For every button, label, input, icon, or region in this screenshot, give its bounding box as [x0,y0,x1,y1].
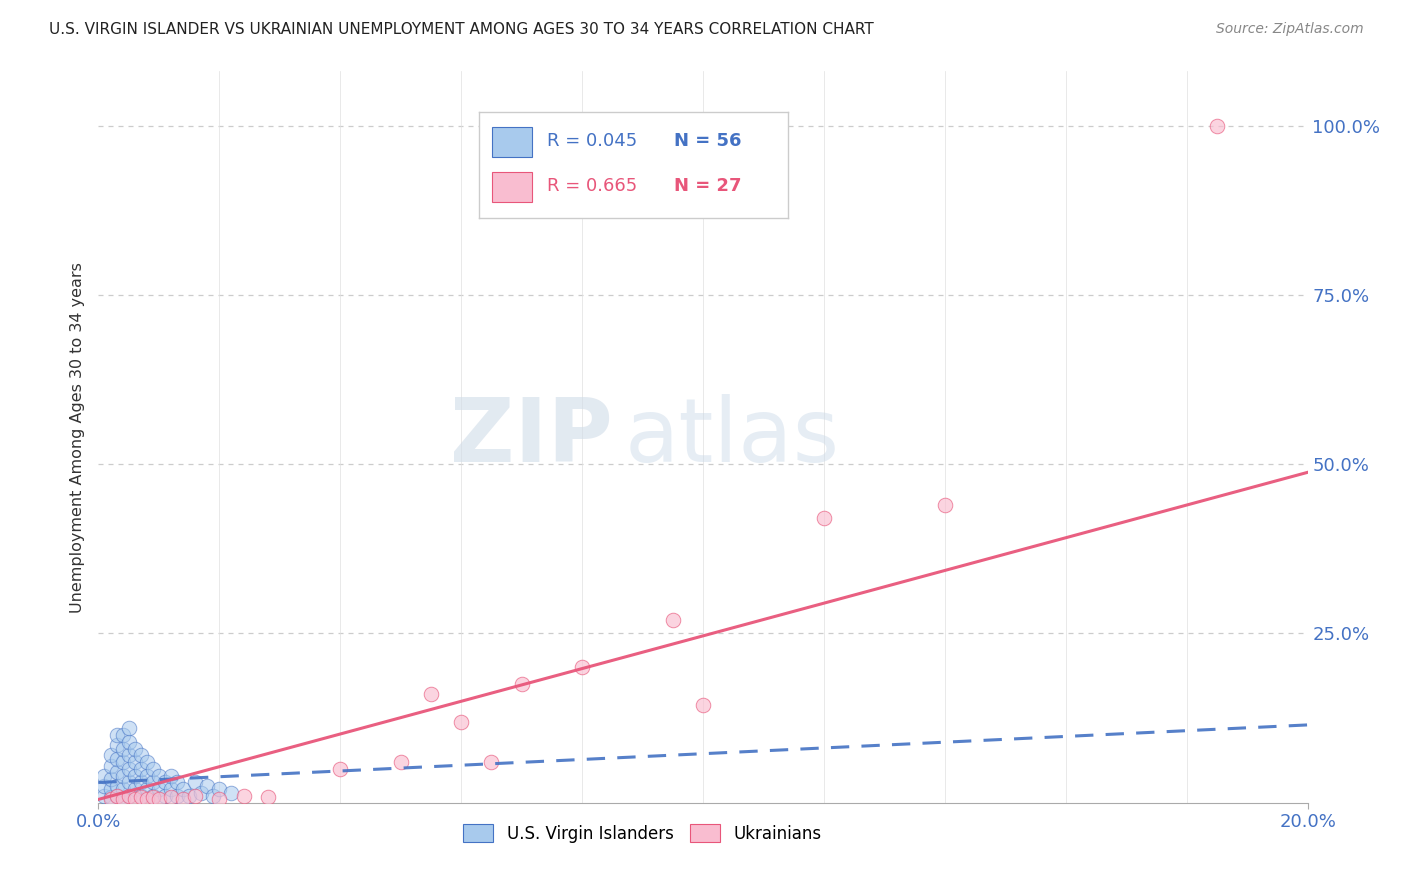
Point [190,786,212,800]
Point [481,755,503,769]
Point [100,748,122,763]
Point [111,792,134,806]
Point [118,721,141,735]
Point [195,779,218,793]
Point [100,792,122,806]
Point [124,792,146,806]
Point [105,789,128,803]
Point [135,755,157,769]
Point [111,792,134,806]
Point [389,755,412,769]
Point [118,775,141,789]
Text: ZIP: ZIP [450,393,613,481]
Point [129,789,152,803]
Point [692,698,714,712]
Text: Source: ZipAtlas.com: Source: ZipAtlas.com [1216,22,1364,37]
Text: U.S. VIRGIN ISLANDER VS UKRAINIAN UNEMPLOYMENT AMONG AGES 30 TO 34 YEARS CORRELA: U.S. VIRGIN ISLANDER VS UKRAINIAN UNEMPL… [49,22,875,37]
Point [166,789,188,803]
Point [105,789,128,803]
Point [135,792,157,806]
Point [135,782,157,797]
Point [111,741,134,756]
Point [420,688,443,702]
Text: atlas: atlas [624,393,839,481]
Point [661,613,683,627]
Point [93,779,115,793]
Point [184,775,207,789]
Point [160,790,183,805]
Point [105,765,128,780]
Point [148,769,170,783]
Point [100,772,122,786]
Point [142,775,165,789]
Point [111,728,134,742]
Point [100,782,122,797]
Point [129,748,152,763]
Point [153,775,176,789]
Point [118,748,141,763]
Y-axis label: Unemployment Among Ages 30 to 34 years: Unemployment Among Ages 30 to 34 years [69,261,84,613]
Point [221,786,243,800]
Point [232,789,254,803]
Point [329,762,352,776]
Point [105,728,128,742]
Point [129,775,152,789]
Point [813,511,835,525]
Point [148,782,170,797]
Point [105,738,128,752]
Point [118,762,141,776]
Point [111,755,134,769]
Point [172,782,194,797]
Point [148,792,170,806]
Point [129,762,152,776]
Point [111,769,134,783]
Point [124,755,146,769]
Point [142,790,165,805]
Point [166,775,188,789]
Point [153,789,176,803]
Point [105,752,128,766]
Point [93,789,115,803]
Point [124,741,146,756]
Point [450,714,472,729]
Point [105,779,128,793]
Point [118,735,141,749]
Point [202,789,225,803]
Point [142,789,165,803]
Point [160,769,183,783]
Point [93,769,115,783]
Point [172,792,194,806]
Point [129,790,152,805]
Point [100,758,122,772]
Point [1206,119,1229,133]
Point [124,769,146,783]
Point [124,782,146,797]
Point [118,789,141,803]
Point [135,769,157,783]
Point [160,782,183,797]
Legend: U.S. Virgin Islanders, Ukrainians: U.S. Virgin Islanders, Ukrainians [457,818,828,849]
Point [256,790,278,805]
Point [184,789,207,803]
Point [118,789,141,803]
Point [208,782,231,797]
Point [510,677,533,691]
Point [571,660,593,674]
Point [111,782,134,797]
Point [142,762,165,776]
Point [208,792,231,806]
Point [934,498,956,512]
Point [179,789,201,803]
Point [100,790,122,805]
